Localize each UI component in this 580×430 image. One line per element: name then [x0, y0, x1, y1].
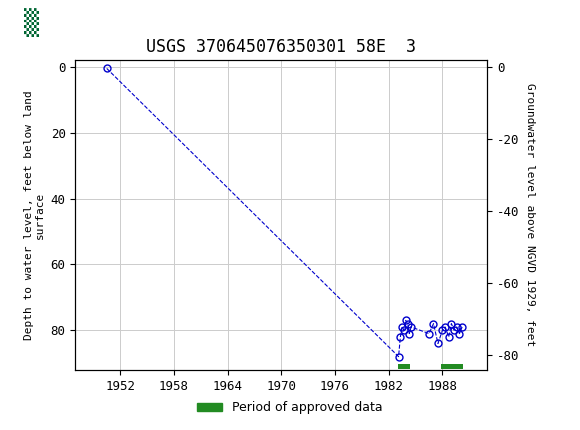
- Y-axis label: Groundwater level above NGVD 1929, feet: Groundwater level above NGVD 1929, feet: [525, 83, 535, 347]
- Text: ▒: ▒: [24, 8, 39, 37]
- Y-axis label: Depth to water level, feet below land
surface: Depth to water level, feet below land su…: [24, 90, 45, 340]
- Bar: [441, 364, 463, 369]
- FancyBboxPatch shape: [6, 4, 58, 41]
- Title: USGS 370645076350301 58E  3: USGS 370645076350301 58E 3: [146, 38, 416, 56]
- Text: USGS: USGS: [75, 14, 130, 31]
- Bar: [398, 364, 410, 369]
- Legend: Period of approved data: Period of approved data: [192, 396, 388, 419]
